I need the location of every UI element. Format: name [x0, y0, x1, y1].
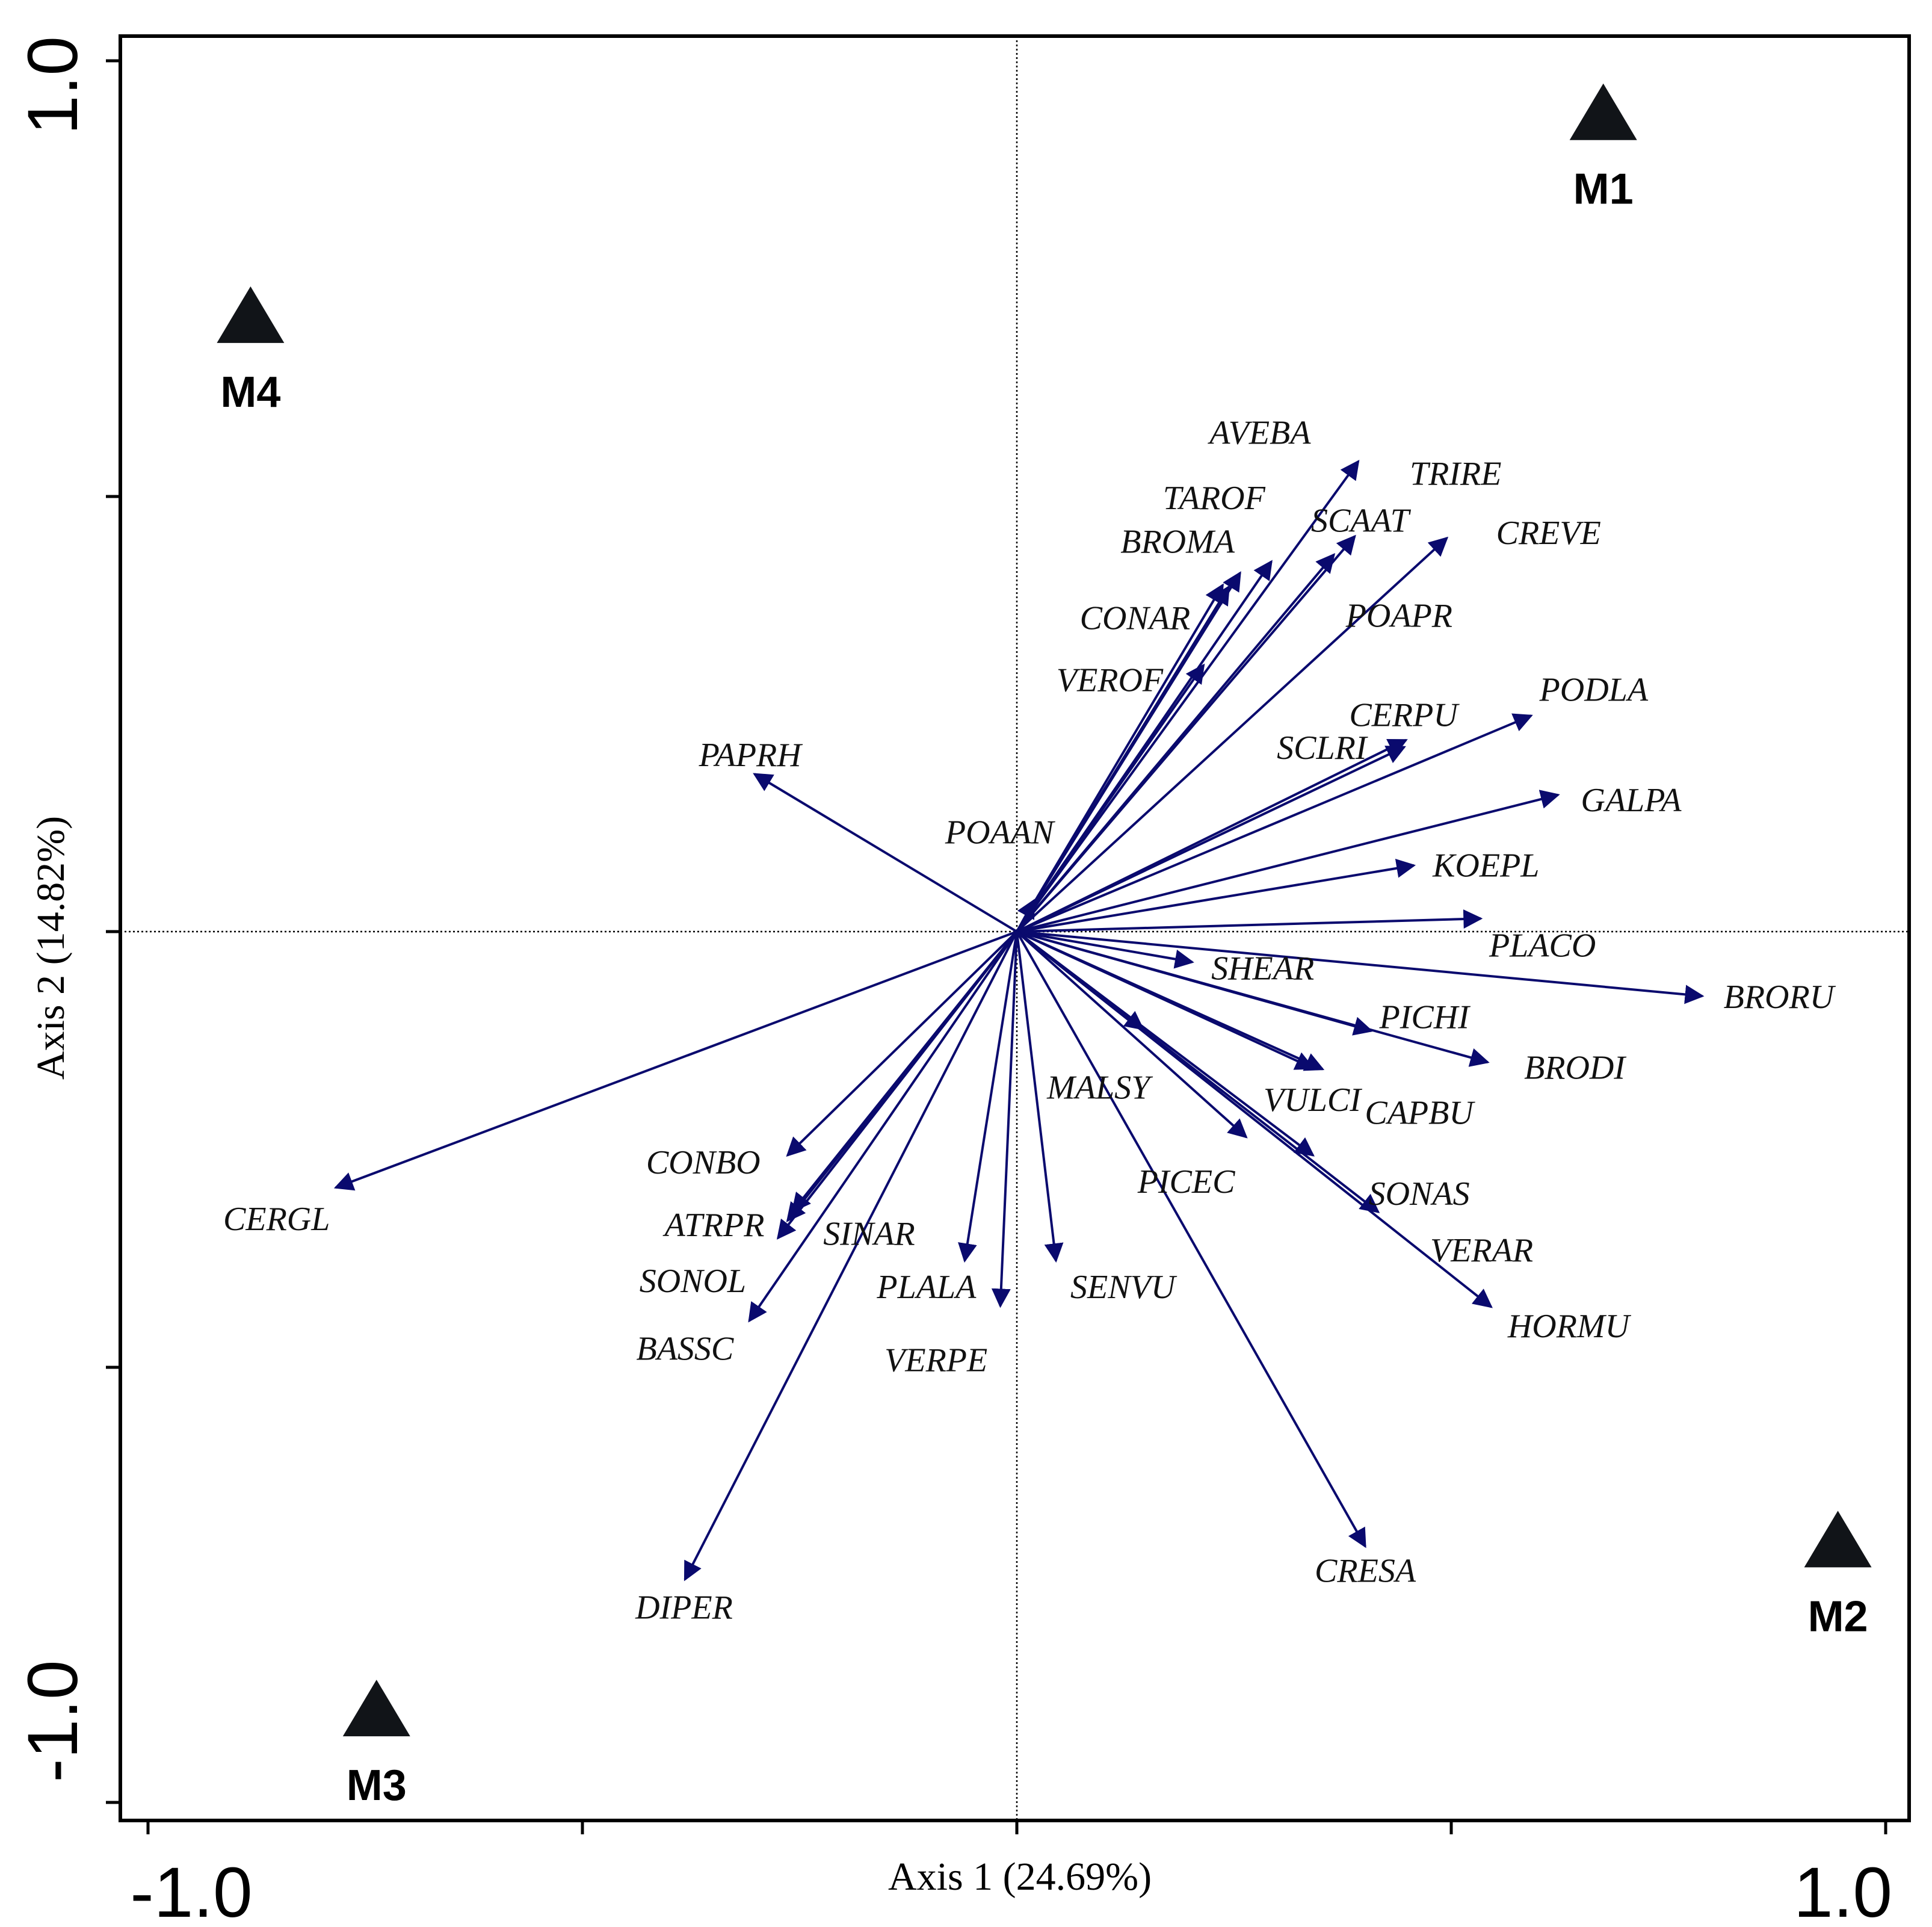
species-arrow-plala [958, 931, 1018, 1263]
species-arrow-verof [1016, 663, 1205, 933]
species-arrow-senvu [1016, 931, 1064, 1263]
species-label-conbo: CONBO [646, 1144, 761, 1181]
species-label-placo: PLACO [1489, 927, 1596, 965]
x-tick-label-max: 1.0 [1794, 1853, 1892, 1927]
species-label-poaan: POAAN [945, 814, 1055, 852]
species-arrow-poapr [1016, 553, 1336, 933]
y-tick-label-min: -1.0 [13, 1660, 93, 1782]
species-label-diper: DIPER [635, 1589, 733, 1626]
species-label-sclri: SCLRI [1277, 729, 1368, 767]
y-axis-ticks [106, 59, 120, 1804]
species-label-trire: TRIRE [1410, 455, 1501, 492]
species-arrow-galpa [1016, 790, 1560, 933]
species-label-atrpr: ATRPR [662, 1207, 765, 1244]
species-label-podla: PODLA [1539, 671, 1649, 708]
site-label-m4: M4 [220, 368, 280, 416]
species-arrow-poaan [1016, 899, 1035, 932]
site-label-m1: M1 [1573, 165, 1634, 214]
species-label-verar: VERAR [1430, 1232, 1533, 1269]
species-arrow-conbo [786, 930, 1018, 1157]
species-arrow-cergl [333, 930, 1017, 1191]
species-label-aveba: AVEBA [1207, 414, 1311, 451]
species-arrow-broru [1016, 930, 1705, 1004]
species-label-koepl: KOEPL [1432, 847, 1539, 885]
species-arrow-brodi [1016, 930, 1490, 1067]
species-label-pichi: PICHI [1379, 998, 1471, 1036]
species-label-capbu: CAPBU [1365, 1095, 1475, 1132]
species-label-hormu: HORMU [1507, 1308, 1632, 1345]
species-label-paprh: PAPRH [699, 737, 803, 774]
species-label-malsy: MALSY [1046, 1069, 1153, 1107]
species-arrow-bassc [748, 930, 1018, 1323]
species-label-senvu: SENVU [1070, 1269, 1177, 1306]
species-arrow-podla [1016, 713, 1533, 933]
y-axis-title: Axis 2 (14.82%) [29, 816, 73, 1080]
species-label-creve: CREVE [1496, 515, 1601, 552]
species-arrow-cresa [1016, 931, 1366, 1548]
species-arrow-verpe [991, 931, 1018, 1308]
species-label-verpe: VERPE [884, 1341, 987, 1379]
species-label-sonas: SONAS [1369, 1175, 1470, 1213]
species-arrow-hormu [1016, 930, 1493, 1308]
species-label-cresa: CRESA [1315, 1553, 1416, 1590]
species-arrow-picec [1016, 930, 1248, 1139]
site-label-m2: M2 [1808, 1592, 1868, 1641]
site-marker-m4 [217, 286, 285, 343]
site-label-m3: M3 [347, 1762, 407, 1810]
species-arrow-capbu [1016, 930, 1315, 1070]
species-arrow-placo [1016, 909, 1483, 933]
species-arrow-koepl [1016, 858, 1416, 933]
species-label-picec: PICEC [1137, 1163, 1235, 1201]
site-marker-m1 [1569, 83, 1637, 140]
species-label-broma: BROMA [1120, 523, 1235, 560]
species-label-cerpu: CERPU [1349, 696, 1460, 734]
species-label-verof: VEROF [1057, 661, 1164, 699]
species-arrows [333, 460, 1705, 1582]
species-label-scaat: SCAAT [1311, 503, 1412, 540]
species-label-galpa: GALPA [1581, 782, 1682, 819]
species-label-sonol: SONOL [640, 1263, 746, 1300]
species-label-conar: CONAR [1080, 600, 1191, 637]
species-arrow-paprh [753, 773, 1018, 933]
species-label-vulci: VULCI [1264, 1081, 1362, 1119]
x-tick-label-min: -1.0 [130, 1853, 252, 1927]
species-arrow-sonol [776, 930, 1018, 1240]
site-marker-m2 [1804, 1511, 1872, 1568]
y-tick-label-max: 1.0 [13, 36, 93, 135]
species-label-tarof: TAROF [1163, 480, 1266, 517]
species-arrow-diper [684, 931, 1018, 1582]
species-label-plala: PLALA [876, 1269, 977, 1306]
species-labels: AVEBA TRIRE TAROF SCAAT BROMA CREVE CONAR POAPR… [223, 414, 1836, 1626]
species-label-shear: SHEAR [1211, 950, 1314, 987]
species-label-cergl: CERGL [223, 1201, 330, 1238]
species-arrow-creve [1016, 536, 1449, 933]
x-axis-ticks [146, 1820, 1887, 1834]
species-label-poapr: POAPR [1345, 597, 1452, 634]
site-markers: M1 M2 M3 M4 [217, 83, 1872, 1810]
species-label-sinar: SINAR [823, 1216, 915, 1253]
plot-frame [119, 34, 1911, 1822]
species-arrow-shear [1016, 930, 1194, 969]
species-label-brodi: BRODI [1524, 1049, 1626, 1086]
species-label-broru: BRORU [1724, 979, 1836, 1016]
species-arrow-aveba [1016, 460, 1360, 933]
species-label-bassc: BASSC [637, 1331, 734, 1368]
x-axis-title: Axis 1 (24.69%) [888, 1855, 1152, 1899]
site-marker-m3 [342, 1680, 410, 1737]
species-arrow-sclri [1016, 746, 1406, 933]
species-arrow-conar [1016, 585, 1230, 933]
